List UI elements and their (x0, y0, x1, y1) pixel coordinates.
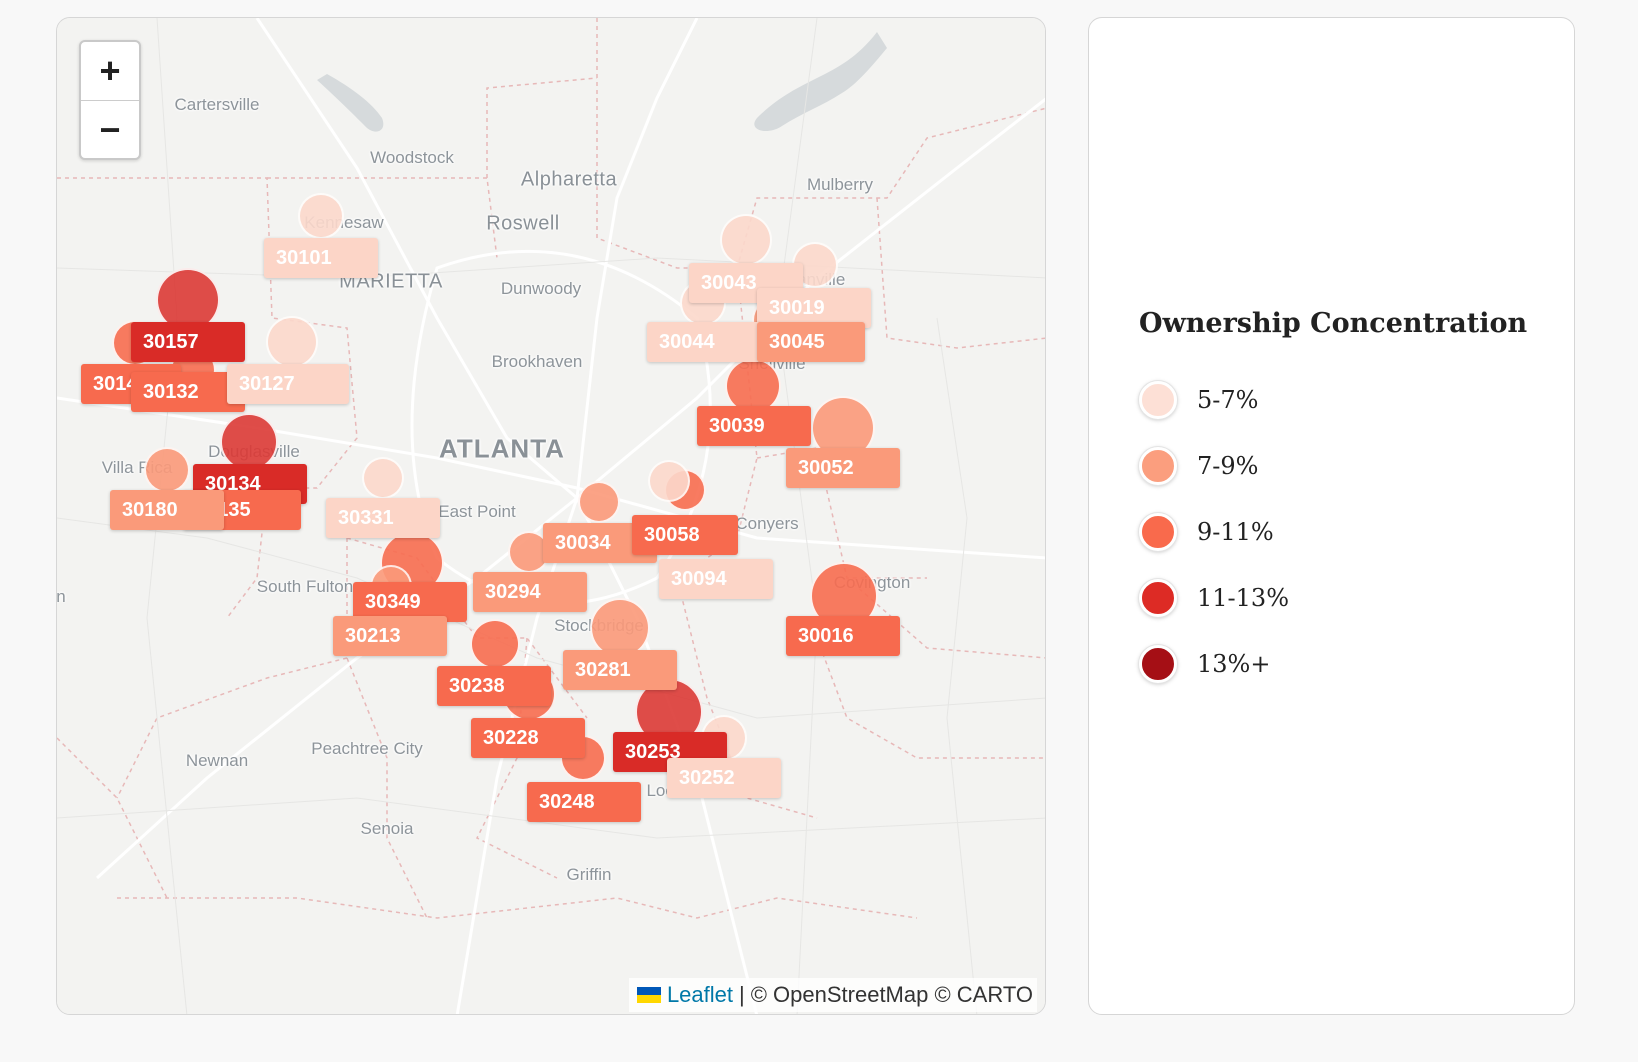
legend-item: 7-9% (1139, 445, 1258, 487)
zip-label-30101[interactable]: 30101 (264, 238, 378, 278)
legend-label: 9-11% (1197, 518, 1274, 546)
place-label: n (56, 587, 66, 606)
place-label: Cartersville (174, 95, 260, 114)
attribution-text: © OpenStreetMap © CARTO (750, 982, 1033, 1007)
place-label: ATLANTA (439, 433, 565, 464)
zip-label-30034[interactable]: 30034 (543, 523, 657, 563)
place-label: East Point (438, 502, 516, 521)
zip-label-30044[interactable]: 30044 (647, 322, 761, 362)
ukraine-flag-icon (636, 987, 661, 1003)
place-label: Woodstock (370, 148, 454, 167)
legend-item: 13%+ (1139, 643, 1270, 685)
legend-label: 11-13% (1197, 584, 1289, 612)
zoom-in-button[interactable]: + (99, 50, 121, 91)
zip-bubble-30157[interactable] (156, 268, 220, 332)
zip-bubble-30034[interactable] (578, 481, 620, 523)
zip-bubble-30238[interactable] (470, 619, 520, 669)
zip-bubble-30134[interactable] (220, 413, 278, 471)
zip-bubble-30127[interactable] (266, 316, 318, 368)
legend-label: 5-7% (1197, 386, 1259, 414)
zip-label-30094[interactable]: 30094 (659, 559, 773, 599)
place-label: Conyers (735, 514, 799, 533)
zip-label-30248[interactable]: 30248 (527, 782, 641, 822)
place-label: Peachtree City (311, 739, 423, 758)
zip-label-30045[interactable]: 30045 (757, 322, 865, 362)
map-attribution: Leaflet | © OpenStreetMap © CARTO (628, 978, 1037, 1012)
legend-swatch (1139, 579, 1177, 617)
legend-swatch (1139, 645, 1177, 683)
zip-label-30294[interactable]: 30294 (473, 572, 587, 612)
zip-label-30281[interactable]: 30281 (563, 650, 677, 690)
zip-label-30331[interactable]: 30331 (326, 498, 440, 538)
map-panel[interactable]: Cartersville Woodstock Alpharetta Mulberry K… (56, 17, 1046, 1015)
legend-item: 9-11% (1139, 511, 1274, 553)
zip-label-30052[interactable]: 30052 (786, 448, 900, 488)
lake-lanier (754, 32, 887, 132)
zip-label-30213[interactable]: 30213 (333, 616, 447, 656)
place-label: Mulberry (806, 175, 874, 194)
zip-label-30016[interactable]: 30016 (786, 616, 900, 656)
legend-item: 11-13% (1139, 577, 1289, 619)
place-label: South Fulton (256, 577, 354, 596)
legend-label: 7-9% (1197, 452, 1259, 480)
place-label: Brookhaven (491, 352, 583, 371)
lake-allatoona (317, 74, 384, 132)
legend-label: 13%+ (1197, 650, 1271, 678)
place-label: Alpharetta (520, 168, 618, 191)
zoom-out-button[interactable]: − (81, 100, 139, 159)
attribution-separator: | (739, 982, 745, 1007)
zip-bubble-30331[interactable] (362, 457, 404, 499)
zoom-control: + − (79, 40, 141, 160)
zip-label-30127[interactable]: 30127 (227, 364, 349, 404)
place-label: Dunwoody (500, 279, 582, 298)
place-label: Senoia (360, 819, 414, 838)
zip-bubble-30281[interactable] (590, 598, 650, 658)
zip-label-30180[interactable]: 30180 (110, 490, 224, 530)
zip-bubble-30094[interactable] (648, 460, 690, 502)
zip-label-30058[interactable]: 30058 (632, 515, 738, 555)
place-label: Roswell (486, 212, 560, 235)
place-label: Newnan (185, 751, 249, 770)
leaflet-link[interactable]: Leaflet (666, 982, 733, 1007)
zip-label-30039[interactable]: 30039 (697, 406, 811, 446)
legend-panel: Ownership Concentration 5-7% 7-9% 9-11% 11-… (1088, 17, 1575, 1015)
zip-label-30019[interactable]: 30019 (757, 288, 871, 328)
zip-bubble-30101[interactable] (298, 193, 344, 239)
zip-label-30132[interactable]: 30132 (131, 372, 245, 412)
place-label: Griffin (566, 865, 612, 884)
legend-item: 5-7% (1139, 379, 1258, 421)
legend-title: Ownership Concentration (1139, 308, 1528, 339)
zip-label-30238[interactable]: 30238 (437, 666, 551, 706)
zip-label-30157[interactable]: 30157 (131, 322, 245, 362)
zip-bubble-30043[interactable] (720, 214, 772, 266)
zip-bubble-30180[interactable] (144, 447, 190, 493)
legend-swatch (1139, 513, 1177, 551)
zip-label-30349[interactable]: 30349 (353, 582, 467, 622)
legend-swatch (1139, 381, 1177, 419)
zip-label-30228[interactable]: 30228 (471, 718, 585, 758)
legend-swatch (1139, 447, 1177, 485)
zip-label-30252[interactable]: 30252 (667, 758, 781, 798)
